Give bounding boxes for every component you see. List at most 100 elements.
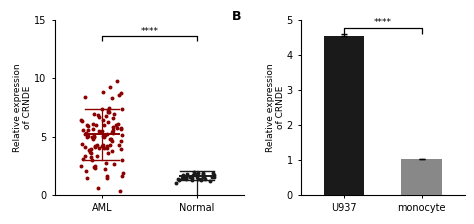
Point xyxy=(194,177,202,181)
Point xyxy=(104,132,111,136)
Point xyxy=(179,173,186,177)
Point xyxy=(98,108,105,111)
Y-axis label: Relative expression
of CRNDE: Relative expression of CRNDE xyxy=(13,63,32,152)
Point xyxy=(210,175,218,179)
Point xyxy=(99,144,106,148)
Point xyxy=(183,172,191,176)
Point xyxy=(99,129,106,132)
Point xyxy=(187,175,194,178)
Point xyxy=(95,115,102,119)
Point xyxy=(179,176,187,179)
Point xyxy=(85,128,92,131)
Point xyxy=(79,128,87,132)
Point xyxy=(197,179,205,182)
Point xyxy=(88,158,96,162)
Point xyxy=(87,155,95,159)
Point xyxy=(117,140,125,143)
Point xyxy=(200,174,207,178)
Point xyxy=(99,143,107,147)
Point xyxy=(81,145,89,149)
Point xyxy=(114,123,122,126)
Point xyxy=(107,137,114,141)
Point xyxy=(100,135,108,138)
Point xyxy=(109,97,116,100)
Point xyxy=(78,119,86,123)
Point xyxy=(114,79,121,83)
Point xyxy=(90,123,97,126)
Point xyxy=(92,124,100,127)
Point xyxy=(104,110,112,114)
Point xyxy=(85,148,92,152)
Point xyxy=(94,186,101,190)
Point xyxy=(89,138,97,141)
Point xyxy=(90,127,97,131)
Point xyxy=(110,162,118,166)
Point xyxy=(208,175,216,179)
Point xyxy=(106,143,113,146)
Point xyxy=(207,179,214,183)
Point xyxy=(199,173,206,176)
Point xyxy=(82,131,90,135)
Point xyxy=(103,144,110,148)
Point xyxy=(105,106,113,110)
Point xyxy=(209,171,217,175)
Point xyxy=(118,174,126,177)
Point xyxy=(109,130,116,134)
Point xyxy=(175,178,183,182)
Point xyxy=(103,176,110,179)
Bar xyxy=(401,159,442,195)
Point xyxy=(91,135,98,138)
Point xyxy=(198,178,205,181)
Point xyxy=(118,127,125,130)
Point xyxy=(93,143,101,147)
Point xyxy=(201,177,209,181)
Point xyxy=(91,112,98,116)
Point xyxy=(83,135,91,139)
Point xyxy=(188,178,196,181)
Point xyxy=(90,165,97,168)
Point xyxy=(109,116,117,120)
Point xyxy=(173,177,181,181)
Point xyxy=(108,150,116,153)
Point xyxy=(118,134,126,137)
Point xyxy=(105,110,112,114)
Point xyxy=(118,148,125,151)
Point xyxy=(103,146,111,149)
Point xyxy=(100,146,108,150)
Point xyxy=(82,154,89,157)
Point xyxy=(82,95,89,98)
Point xyxy=(182,177,190,180)
Point xyxy=(84,124,92,127)
Text: ****: **** xyxy=(374,18,392,27)
Point xyxy=(94,114,102,117)
Point xyxy=(107,138,115,141)
Point xyxy=(95,129,103,133)
Point xyxy=(112,123,119,127)
Point xyxy=(100,123,108,127)
Point xyxy=(191,172,199,176)
Point xyxy=(93,154,100,158)
Point xyxy=(194,171,201,175)
Point xyxy=(173,181,180,185)
Point xyxy=(83,123,91,127)
Point xyxy=(117,127,124,130)
Point xyxy=(193,175,201,179)
Point xyxy=(78,142,85,146)
Point xyxy=(91,166,99,169)
Point xyxy=(99,135,107,138)
Point xyxy=(104,108,111,112)
Point xyxy=(101,133,109,137)
Point xyxy=(102,114,109,117)
Point xyxy=(91,134,98,138)
Point xyxy=(91,164,99,168)
Point xyxy=(102,161,110,165)
Point xyxy=(178,176,186,179)
Point xyxy=(109,125,117,129)
Point xyxy=(106,86,113,89)
Point xyxy=(91,145,99,149)
Point xyxy=(82,170,90,173)
Point xyxy=(95,146,102,149)
Point xyxy=(100,118,107,122)
Point xyxy=(88,135,96,139)
Point xyxy=(110,112,118,116)
